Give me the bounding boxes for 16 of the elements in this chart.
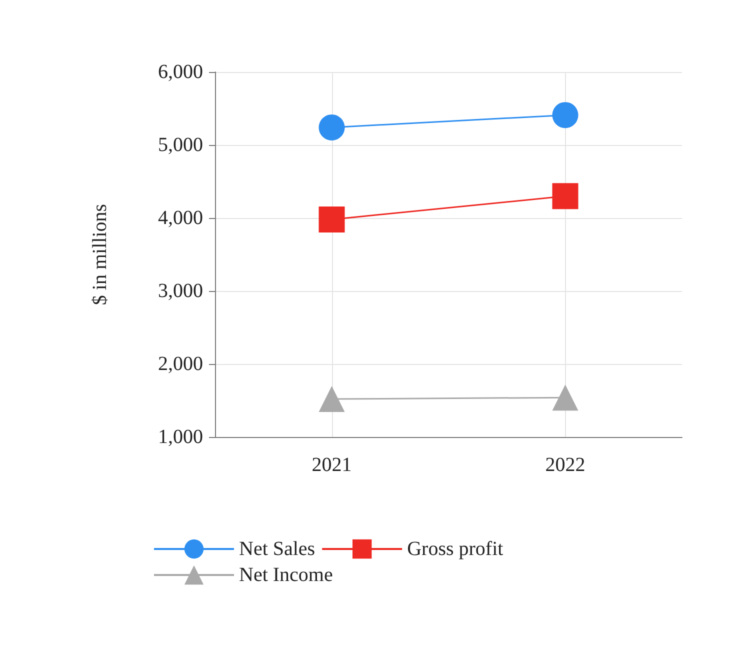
legend-label: Net Income (239, 564, 333, 586)
x-tick-label: 2021 (312, 454, 352, 476)
legend-label: Net Sales (239, 538, 316, 560)
y-tick-label: 5,000 (158, 134, 203, 156)
point (552, 102, 578, 128)
point (318, 114, 345, 140)
y-axis-title: $ in millions (89, 204, 111, 306)
y-tick-label: 6,000 (158, 61, 203, 83)
y-tick-label: 2,000 (158, 353, 203, 375)
point (552, 183, 578, 210)
y-tick-label: 1,000 (158, 426, 203, 448)
y-tick-label: 4,000 (158, 207, 203, 229)
y-tick-label: 3,000 (158, 280, 203, 302)
point (318, 206, 345, 232)
legend-label: Gross profit (407, 538, 504, 560)
x-tick-label: 2022 (545, 454, 586, 476)
